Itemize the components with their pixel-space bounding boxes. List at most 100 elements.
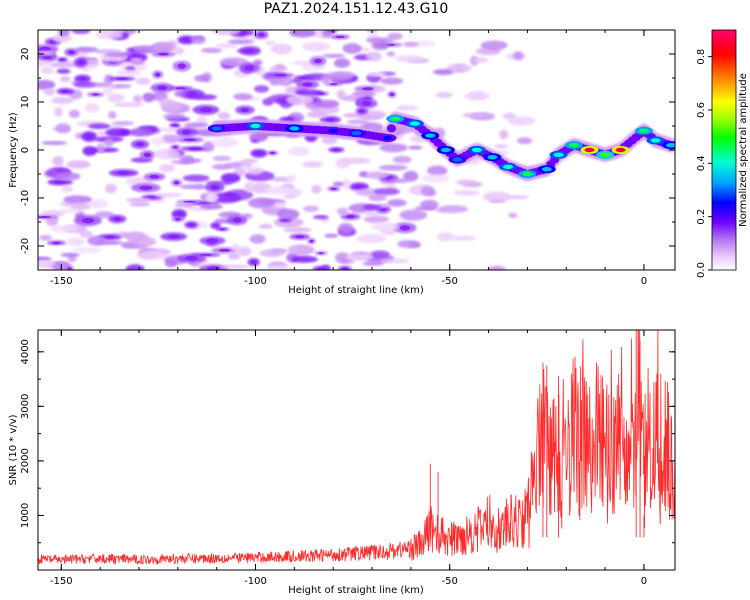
noise-blob <box>387 199 407 207</box>
noise-blob <box>196 116 208 125</box>
noise-blob <box>286 174 297 182</box>
noise-blob-core <box>232 217 242 223</box>
ridge-point-core <box>440 147 451 153</box>
noise-blob <box>130 57 142 63</box>
noise-blob <box>253 85 270 93</box>
noise-blob <box>54 107 63 117</box>
noise-blob <box>237 246 252 257</box>
noise-blob <box>269 76 281 86</box>
noise-blob-core <box>206 238 219 243</box>
noise-blob <box>159 164 175 173</box>
noise-blob-core <box>325 118 336 122</box>
noise-blob <box>283 227 312 233</box>
noise-blob <box>52 155 64 167</box>
noise-blob-core <box>330 187 337 190</box>
noise-blob-core <box>341 267 348 270</box>
noise-blob-core <box>329 83 338 86</box>
noise-blob <box>125 264 145 270</box>
noise-blob <box>220 264 250 269</box>
noise-blob <box>392 155 412 164</box>
x-tick-label: -50 <box>442 576 458 587</box>
noise-blob <box>220 173 241 183</box>
x-tick-label: 0 <box>641 576 647 587</box>
noise-blob <box>269 66 288 72</box>
noise-blob <box>199 203 223 210</box>
noise-blob <box>368 194 387 202</box>
noise-blob <box>494 144 508 149</box>
noise-blob-core <box>240 107 250 113</box>
noise-blob <box>487 265 507 270</box>
noise-blob <box>73 81 97 88</box>
noise-blob <box>40 67 54 74</box>
noise-blob <box>114 83 132 89</box>
spectrogram-frame <box>37 29 676 271</box>
noise-blob <box>217 111 231 120</box>
noise-blob <box>446 63 472 73</box>
noise-blob <box>322 53 346 58</box>
noise-blob-core <box>318 252 324 255</box>
noise-blob-core <box>346 214 355 219</box>
noise-blob <box>154 192 183 198</box>
noise-blob <box>102 86 114 96</box>
noise-blob <box>179 155 195 164</box>
noise-blob-core <box>167 234 180 239</box>
noise-blob <box>210 222 221 230</box>
noise-blob <box>265 265 293 270</box>
noise-blob <box>231 244 241 252</box>
noise-blob <box>161 100 183 112</box>
noise-blob <box>313 214 329 220</box>
noise-blob <box>132 94 143 104</box>
noise-blob <box>52 34 72 43</box>
noise-blob <box>365 51 382 62</box>
noise-blob <box>88 123 111 130</box>
noise-blob <box>55 172 81 181</box>
y-tick-label: 2000 <box>20 448 31 473</box>
noise-blob <box>291 60 315 66</box>
noise-blob <box>452 235 476 241</box>
noise-blob <box>112 121 135 126</box>
noise-blob-core <box>59 58 65 62</box>
noise-blob <box>60 252 81 258</box>
noise-blob <box>473 57 489 63</box>
noise-blob-core <box>175 211 183 217</box>
ridge-point-core <box>569 143 579 148</box>
noise-blob <box>337 207 349 216</box>
noise-blob <box>249 131 268 143</box>
noise-blob <box>126 197 153 203</box>
noise-blob <box>193 94 218 101</box>
ridge-point-core <box>553 152 564 157</box>
noise-blob-core <box>302 82 313 87</box>
noise-blob <box>58 30 70 37</box>
noise-blob <box>367 72 387 77</box>
noise-blob <box>386 51 396 57</box>
x-tick-label: -150 <box>50 276 73 287</box>
colorbar-ticks: 0.0 0.2 0.4 0.6 0.8 <box>696 49 712 278</box>
noise-blob-core <box>189 93 194 97</box>
noise-blob <box>387 32 403 41</box>
noise-blob <box>259 249 284 258</box>
noise-blob <box>246 167 264 175</box>
noise-blob <box>332 181 346 187</box>
noise-blob-core <box>172 124 178 127</box>
snr-panel: -150 -100 -50 0 1000 2000 3000 4000 Height of s… <box>8 329 676 596</box>
noise-blob <box>61 185 74 193</box>
y-tick-label: 1000 <box>20 503 31 528</box>
noise-blob <box>219 57 249 67</box>
ridge-point-core <box>503 164 513 169</box>
noise-blob-core <box>54 180 66 184</box>
noise-blob <box>505 195 529 200</box>
noise-blob <box>174 90 184 97</box>
noise-blob <box>397 240 420 248</box>
noise-blob <box>396 105 418 111</box>
noise-blob <box>364 171 389 179</box>
noise-blob-core <box>335 35 345 39</box>
noise-blob <box>342 43 362 54</box>
noise-blob-core <box>255 151 263 156</box>
noise-blob-core <box>399 225 410 231</box>
noise-blob <box>212 137 239 148</box>
noise-blob-core <box>183 138 197 142</box>
noise-blob <box>499 129 509 140</box>
noise-blob <box>420 199 439 210</box>
noise-blob-core <box>38 216 51 219</box>
noise-blob <box>355 188 381 196</box>
